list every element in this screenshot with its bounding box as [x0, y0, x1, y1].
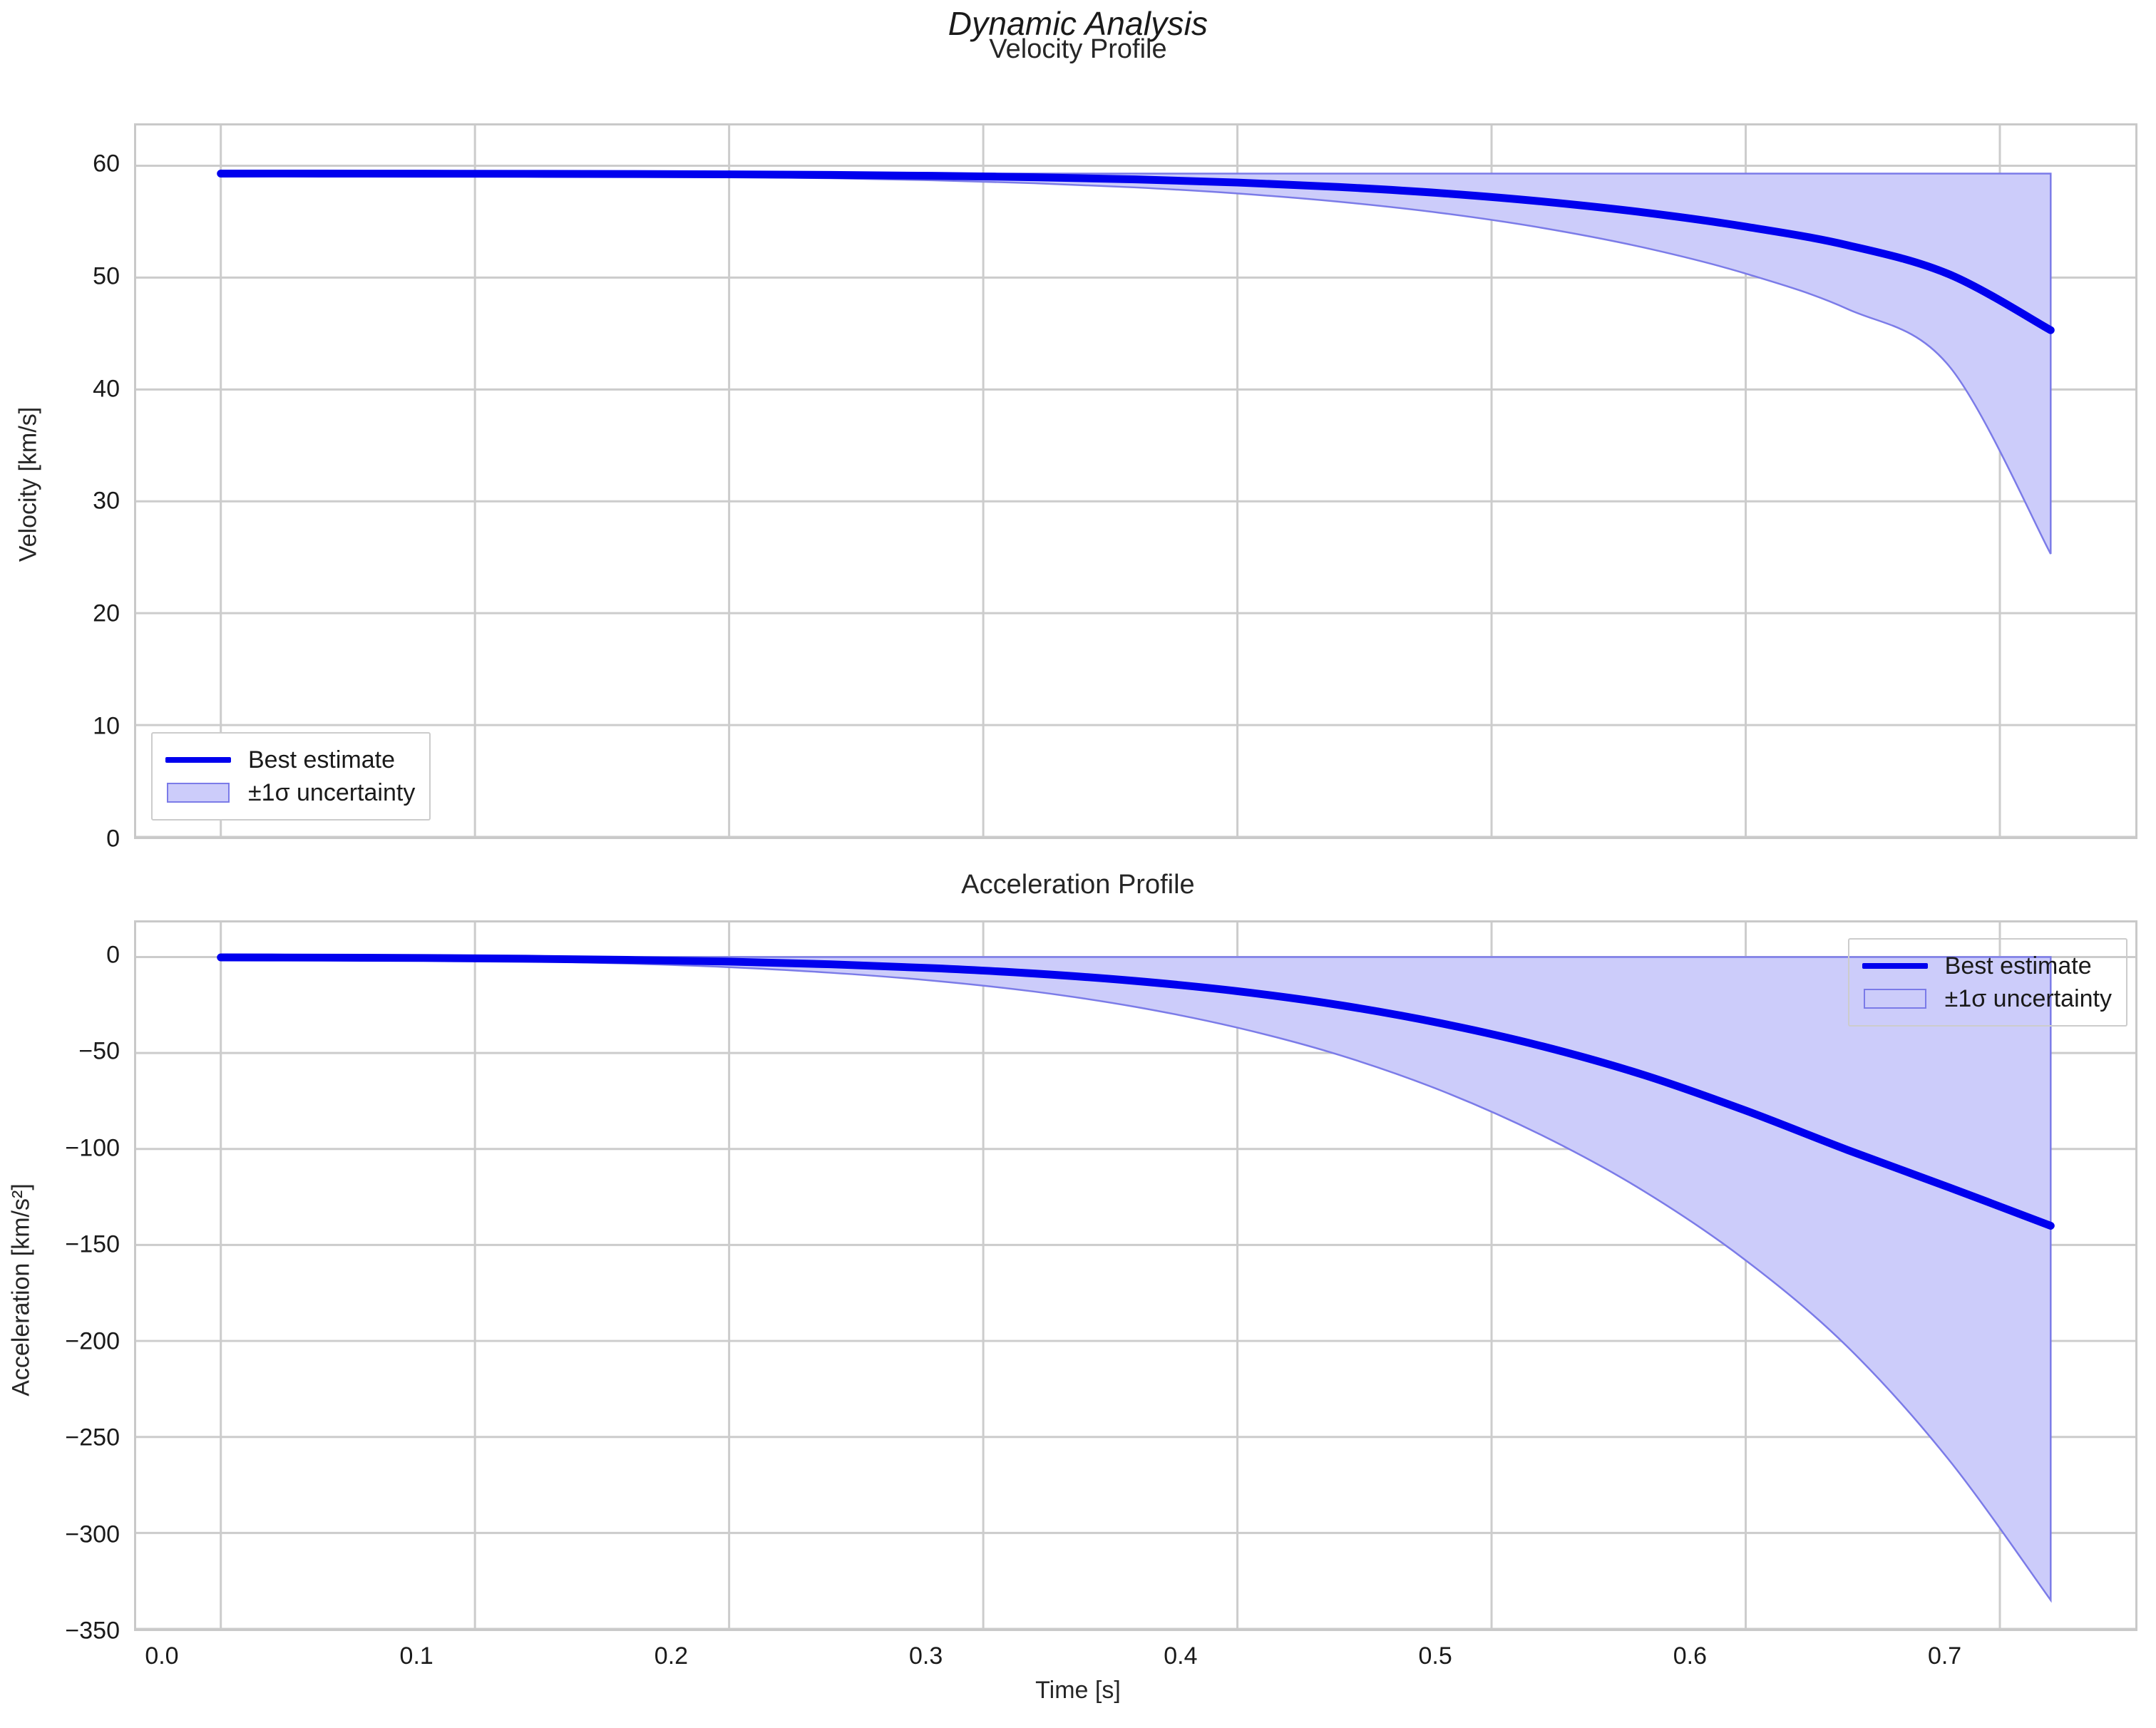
- legend-label-best-estimate: Best estimate: [248, 746, 395, 773]
- x-tick-label: 0.6: [1673, 1642, 1707, 1670]
- velocity-panel-title: Velocity Profile: [989, 34, 1167, 64]
- x-tick-label: 0.4: [1164, 1642, 1198, 1670]
- legend-row-best-estimate: Best estimate: [1861, 950, 2112, 982]
- line-swatch-icon: [164, 746, 232, 774]
- acceleration-plot-area: [134, 920, 2137, 1631]
- y-tick-label: 50: [93, 262, 120, 290]
- band-swatch-icon: [1861, 984, 1929, 1013]
- x-tick-label: 0.5: [1418, 1642, 1452, 1670]
- y-tick-label: −150: [65, 1230, 120, 1258]
- y-tick-label: 60: [93, 150, 120, 178]
- y-tick-label: −350: [65, 1617, 120, 1645]
- x-tick-label: 0.0: [145, 1642, 179, 1670]
- legend-row-uncertainty: ±1σ uncertainty: [164, 776, 415, 809]
- acceleration-panel-title: Acceleration Profile: [961, 870, 1195, 900]
- y-tick-label: −200: [65, 1327, 120, 1355]
- x-tick-label: 0.7: [1927, 1642, 1962, 1670]
- line-swatch-icon: [1861, 952, 1929, 980]
- y-tick-label: 40: [93, 375, 120, 403]
- y-tick-label: 0: [106, 941, 120, 969]
- x-tick-label: 0.3: [909, 1642, 943, 1670]
- legend-label-uncertainty: ±1σ uncertainty: [1944, 984, 2112, 1012]
- legend-label-best-estimate: Best estimate: [1944, 952, 2092, 979]
- best-estimate-line: [217, 953, 2055, 1230]
- velocity-plot-area: [134, 123, 2137, 839]
- velocity-legend: Best estimate ±1σ uncertainty: [151, 732, 431, 821]
- y-tick-label: 0: [106, 825, 120, 853]
- velocity-plot-svg: [136, 125, 2135, 837]
- y-tick-label: −250: [65, 1424, 120, 1451]
- uncertainty-band: [220, 956, 2052, 1603]
- best-estimate-line: [217, 169, 2055, 334]
- legend-row-uncertainty: ±1σ uncertainty: [1861, 982, 2112, 1015]
- x-tick-label: 0.2: [654, 1642, 689, 1670]
- band-swatch-icon: [164, 778, 232, 807]
- legend-row-best-estimate: Best estimate: [164, 744, 415, 776]
- x-tick-label: 0.1: [399, 1642, 433, 1670]
- y-tick-label: 30: [93, 487, 120, 515]
- figure-suptitle: Dynamic Analysis: [948, 5, 1208, 42]
- y-tick-label: 10: [93, 712, 120, 740]
- acceleration-plot-svg: [136, 922, 2135, 1629]
- x-axis-label: Time [s]: [1035, 1677, 1121, 1704]
- legend-label-uncertainty: ±1σ uncertainty: [248, 778, 416, 806]
- y-tick-label: −50: [78, 1037, 120, 1065]
- y-tick-label: −100: [65, 1134, 120, 1162]
- y-tick-label: −300: [65, 1521, 120, 1548]
- y-tick-label: 20: [93, 600, 120, 627]
- acceleration-legend: Best estimate ±1σ uncertainty: [1847, 938, 2127, 1027]
